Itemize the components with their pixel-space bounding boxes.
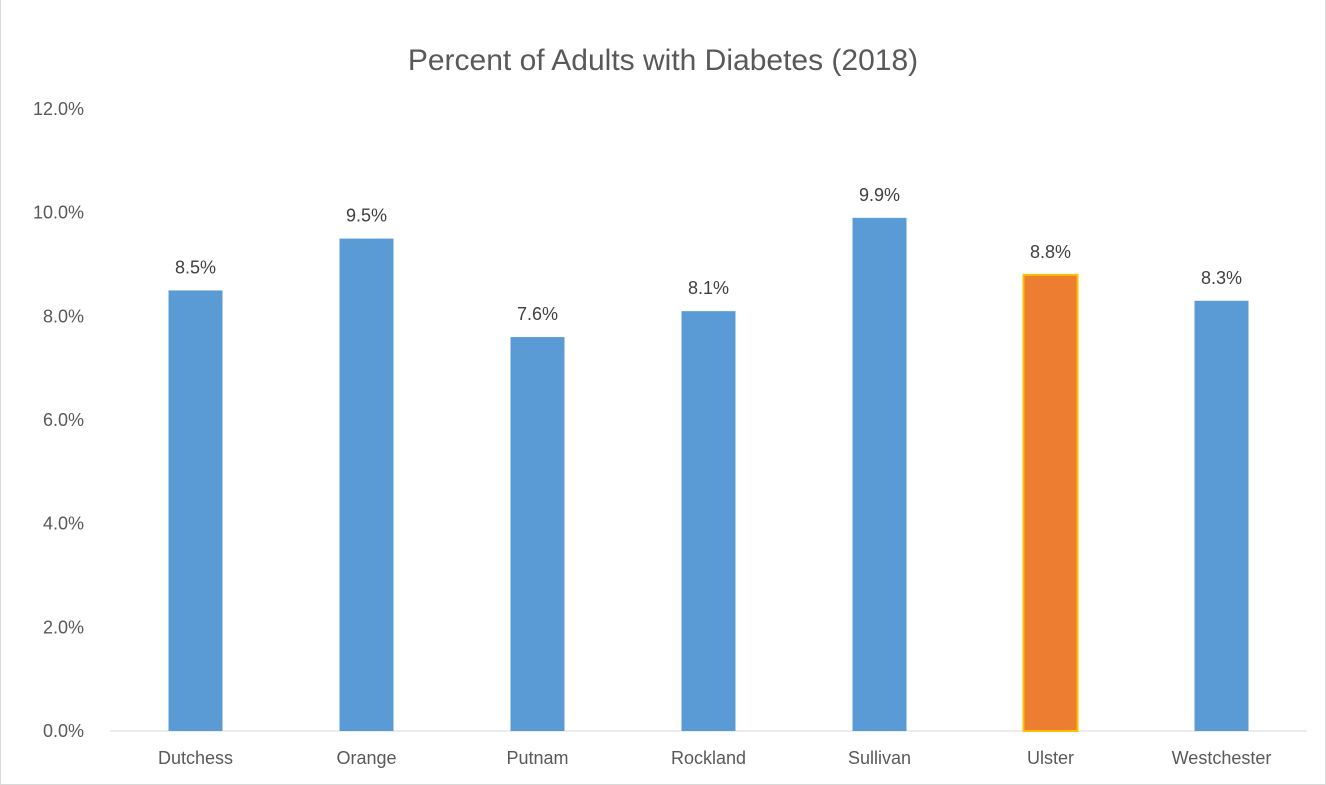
category-label-ulster: Ulster <box>1027 748 1074 768</box>
bar-rockland <box>681 311 736 731</box>
bar-ulster <box>1022 273 1079 732</box>
category-label-orange: Orange <box>336 748 396 768</box>
bar-putnam <box>510 337 565 731</box>
data-label-rockland: 8.1% <box>688 278 729 298</box>
bar-dutchess <box>168 290 223 731</box>
y-tick-label: 10.0% <box>33 203 84 223</box>
data-label-westchester: 8.3% <box>1201 268 1242 288</box>
bars <box>168 217 1249 732</box>
category-label-dutchess: Dutchess <box>158 748 233 768</box>
bar-westchester <box>1194 300 1249 731</box>
data-label-putnam: 7.6% <box>517 304 558 324</box>
y-tick-label: 6.0% <box>43 410 84 430</box>
category-label-sullivan: Sullivan <box>848 748 911 768</box>
category-label-westchester: Westchester <box>1172 748 1272 768</box>
y-tick-label: 4.0% <box>43 514 84 534</box>
chart-title: Percent of Adults with Diabetes (2018) <box>408 44 918 77</box>
y-axis-ticks: 0.0% 2.0% 4.0% 6.0% 8.0% 10.0% 12.0% <box>33 99 84 741</box>
y-tick-label: 8.0% <box>43 306 84 326</box>
data-label-orange: 9.5% <box>346 206 387 226</box>
data-label-dutchess: 8.5% <box>175 257 216 277</box>
bar-sullivan <box>852 217 907 732</box>
data-label-sullivan: 9.9% <box>859 185 900 205</box>
data-labels: 8.5% 9.5% 7.6% 8.1% 9.9% 8.8% 8.3% <box>175 185 1242 324</box>
y-tick-label: 2.0% <box>43 617 84 637</box>
y-tick-label: 12.0% <box>33 99 84 119</box>
category-label-putnam: Putnam <box>506 748 568 768</box>
bar-orange <box>339 238 394 732</box>
category-label-rockland: Rockland <box>671 748 746 768</box>
y-tick-label: 0.0% <box>43 721 84 741</box>
data-label-ulster: 8.8% <box>1030 242 1071 262</box>
category-labels: Dutchess Orange Putnam Rockland Sullivan Ulst… <box>158 748 1271 768</box>
